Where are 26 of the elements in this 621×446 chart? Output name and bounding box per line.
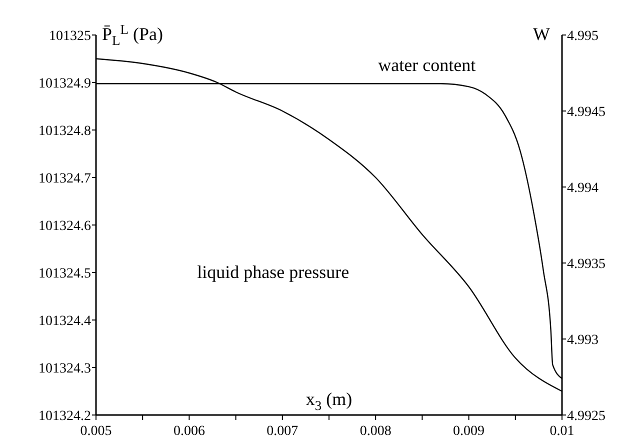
y2-tick-label: 4.9935 [567,256,606,272]
y-tick-label: 101324.3 [38,361,91,376]
annotation: water content [378,55,476,75]
y2-tick-label: 4.9925 [567,408,606,424]
x-tick-label: 0.005 [80,424,112,439]
x-tick-label: 0.01 [550,424,574,439]
y2-tick-label: 4.9945 [567,104,606,120]
y-tick-label: 101325 [49,28,91,44]
x-tick-label: 0.009 [453,424,485,439]
x-axis-title: x$_{3}$ (m) [306,389,352,413]
x-tick-label: 0.008 [360,424,392,439]
y2-tick-label: 4.994 [567,180,598,196]
y2-tick-label: 4.995 [567,28,598,44]
y-axis-title: P̄$_{L}$$^{L}$ (Pa) [102,22,164,48]
y-tick-label: 101324.2 [38,408,91,424]
y-tick-label: 101324.8 [38,124,91,139]
x-tick-label: 0.006 [173,424,205,439]
y-tick-label: 101324.6 [38,218,91,234]
y-tick-label: 101324.5 [38,266,91,282]
y2-tick-label: 4.993 [567,332,598,348]
y-tick-label: 101324.9 [38,76,91,92]
y-tick-label: 101324.4 [38,314,91,329]
x-tick-label: 0.007 [266,424,298,439]
annotation: liquid phase pressure [197,262,350,282]
y-tick-label: 101324.7 [38,171,91,186]
y2-axis-title: W [533,24,550,44]
